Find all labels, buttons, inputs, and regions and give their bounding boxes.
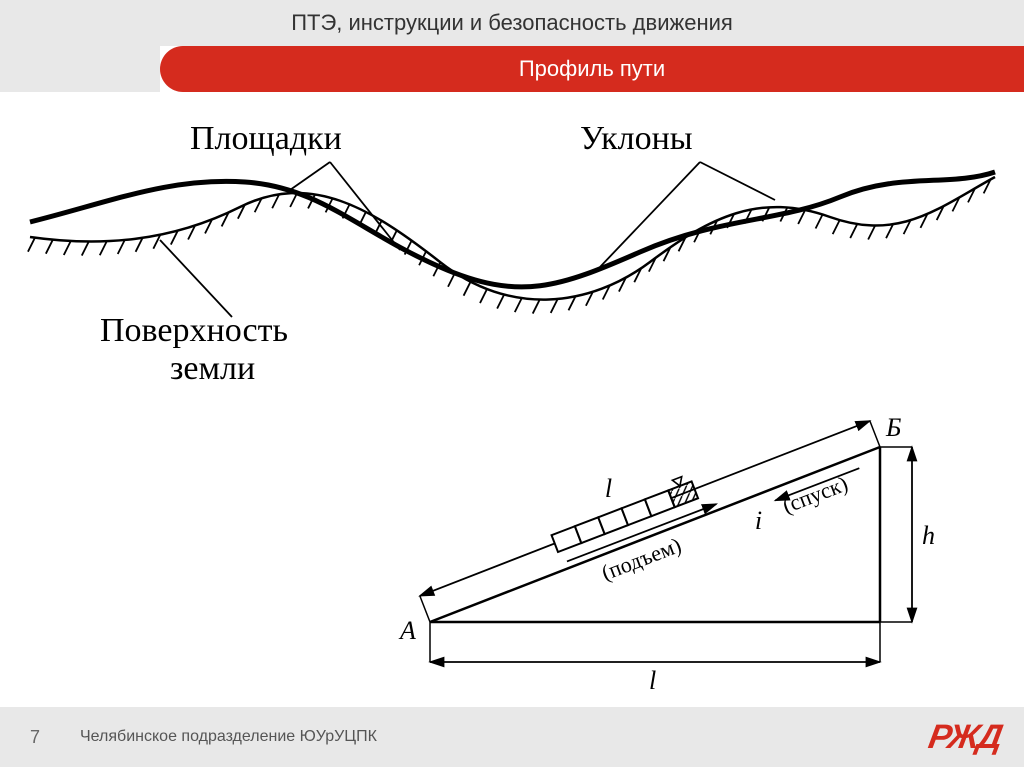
rzd-logo: РЖД [925, 718, 1003, 757]
diagram-area: Площадки Уклоны Поверхность земли А Б l … [0, 92, 1024, 702]
label-h: h [922, 521, 935, 551]
label-l-top: l [605, 474, 612, 504]
label-l-bottom: l [649, 666, 656, 696]
subtitle-pill: Профиль пути [160, 46, 1024, 92]
subtitle-row: Профиль пути [0, 46, 1024, 92]
label-point-a: А [400, 616, 416, 646]
page-number: 7 [30, 727, 40, 748]
footer: 7 Челябинское подразделение ЮУрУЦПК РЖД [0, 707, 1024, 767]
header-title: ПТЭ, инструкции и безопасность движения [0, 0, 1024, 46]
label-point-b: Б [886, 413, 901, 443]
label-i: i [755, 506, 762, 536]
triangle-svg [0, 92, 1024, 702]
footer-org: Челябинское подразделение ЮУрУЦПК [80, 728, 377, 746]
subtitle-spacer [0, 46, 160, 92]
